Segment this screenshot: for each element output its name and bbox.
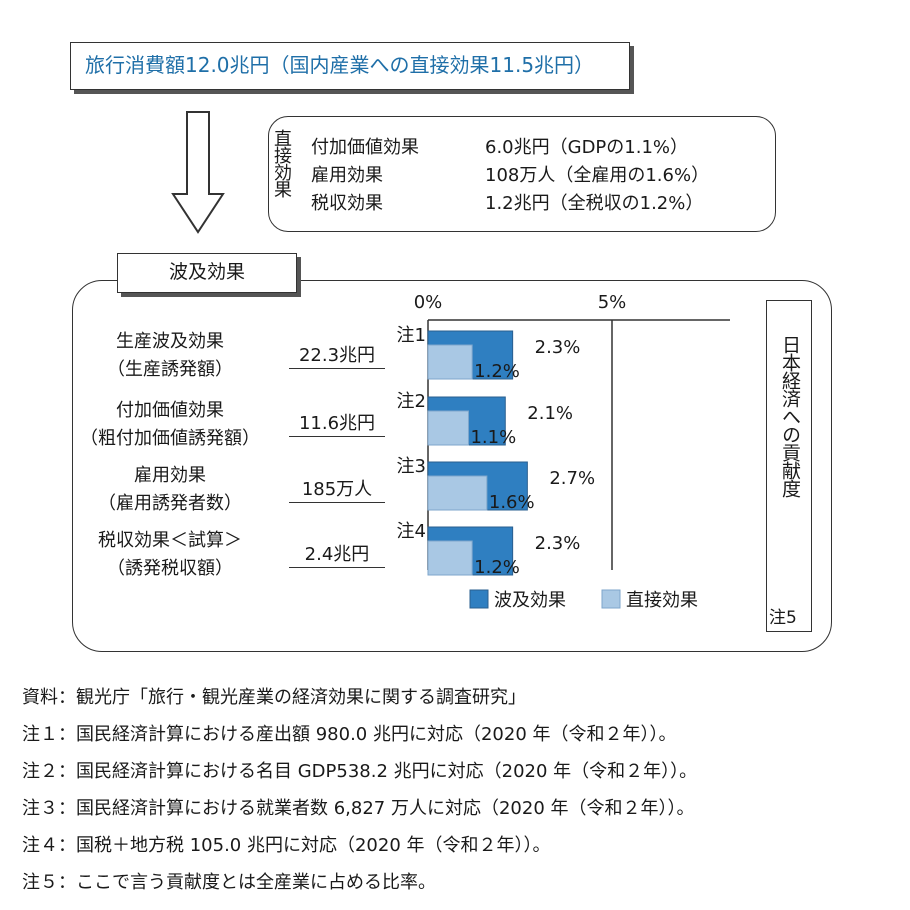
ripple-row-label: 税収効果＜試算＞ （誘発税収額）	[60, 527, 280, 583]
ripple-effect-label: 波及効果	[117, 253, 297, 293]
ripple-row-value: 22.3兆円	[289, 344, 385, 369]
legend-ripple-swatch	[469, 589, 489, 609]
ripple-row-label-main: 付加価値効果	[116, 400, 224, 421]
row-note-label: 注2	[397, 391, 426, 412]
direct-effect-data-label: 1.2%	[474, 361, 520, 382]
direct-row-value: 108万人（全雇用の1.6%）	[485, 161, 709, 187]
row-note-label: 注4	[397, 521, 426, 542]
ripple-row-label-main: 税収効果＜試算＞	[98, 530, 242, 551]
direct-row-value-text: 1.2兆円（全税収の1.2%）	[485, 193, 704, 214]
ripple-row-label-sub: （誘発税収額）	[107, 558, 233, 579]
direct-effect-box: 直接効果 付加価値効果 6.0兆円（GDPの1.1%） 雇用効果 108万人（全…	[268, 116, 776, 232]
contribution-bar-chart: 0% 5% 2.3% 1.2% 注1 2.1% 1.1% 注2 2.7% 1.6% 注3 2.3% 1.…	[397, 292, 730, 611]
footnote-2: 注２：国民経済計算における名目 GDP538.2 兆円に対応（2020 年（令和…	[22, 761, 698, 782]
direct-effect-bar	[427, 475, 488, 511]
contribution-side-label: 日本経済への貢献度	[779, 335, 801, 497]
direct-effect-data-label: 1.2%	[474, 557, 520, 578]
total-consumption-text: 旅行消費額12.0兆円（国内産業への直接効果11.5兆円）	[85, 53, 595, 77]
footnote-5: 注５：ここで言う貢献度とは全産業に占める比率。	[22, 872, 436, 893]
direct-effect-data-label: 1.1%	[470, 427, 516, 448]
direct-row-name: 税収効果	[311, 193, 383, 214]
row-note-label: 注1	[397, 325, 426, 346]
direct-row-value-text: 108万人（全雇用の1.6%）	[485, 165, 710, 186]
contribution-side-note: 注5	[769, 608, 797, 628]
ripple-row-label: 雇用効果 （雇用誘発者数）	[60, 462, 280, 518]
down-arrow-icon	[171, 111, 225, 234]
direct-row: 付加価値効果	[311, 133, 419, 159]
footnote-1: 注１：国民経済計算における産出額 980.0 兆円に対応（2020 年（令和２年…	[22, 724, 677, 745]
direct-effect-bar	[427, 410, 469, 446]
direct-row-value: 1.2兆円（全税収の1.2%）	[485, 189, 703, 215]
ripple-row-label: 付加価値効果 （粗付加価値誘発額）	[60, 397, 280, 453]
ripple-row-value: 2.4兆円	[289, 543, 385, 568]
direct-effect-label: 直接効果	[271, 129, 292, 197]
direct-row-value-text: 6.0兆円（GDPの1.1%）	[485, 137, 689, 158]
direct-effect-data-label: 1.6%	[489, 492, 535, 513]
ripple-row-label: 生産波及効果 （生産誘発額）	[60, 328, 280, 384]
ripple-effect-data-label: 2.3%	[535, 337, 581, 358]
legend-direct-swatch	[601, 589, 621, 609]
footnote-3: 注３：国民経済計算における就業者数 6,827 万人に対応（2020 年（令和２…	[22, 798, 695, 819]
ripple-row-label-main: 雇用効果	[134, 465, 206, 486]
row-note-label: 注3	[397, 456, 426, 477]
ripple-row-label-main: 生産波及効果	[116, 331, 224, 352]
direct-row-value: 6.0兆円（GDPの1.1%）	[485, 133, 688, 159]
legend-direct-label: 直接効果	[626, 590, 698, 611]
direct-row-name: 雇用効果	[311, 165, 383, 186]
direct-row: 税収効果	[311, 189, 383, 215]
x-tick-label: 5%	[598, 292, 627, 313]
direct-effect-bar	[427, 540, 473, 576]
legend-ripple-label: 波及効果	[494, 590, 566, 611]
direct-row-name: 付加価値効果	[311, 137, 419, 158]
x-tick-label: 0%	[414, 292, 443, 313]
direct-row: 雇用効果	[311, 161, 383, 187]
ripple-row-label-sub: （生産誘発額）	[107, 359, 233, 380]
ripple-effect-box	[72, 280, 832, 652]
footnote-4: 注４：国税＋地方税 105.0 兆円に対応（2020 年（令和２年））。	[22, 835, 551, 856]
ripple-row-label-sub: （粗付加価値誘発額）	[80, 428, 260, 449]
ripple-effect-data-label: 2.7%	[549, 468, 595, 489]
ripple-effect-data-label: 2.1%	[527, 403, 573, 424]
ripple-row-label-sub: （雇用誘発者数）	[98, 493, 242, 514]
ripple-row-value: 185万人	[289, 478, 385, 503]
direct-effect-bar	[427, 344, 473, 380]
ripple-effect-data-label: 2.3%	[535, 533, 581, 554]
ripple-row-value: 11.6兆円	[289, 412, 385, 437]
total-consumption-box: 旅行消費額12.0兆円（国内産業への直接効果11.5兆円）	[70, 42, 630, 90]
contribution-side-box: 日本経済への貢献度 注5	[766, 300, 812, 632]
source-note: 資料：観光庁「旅行・観光産業の経済効果に関する調査研究」	[22, 687, 526, 708]
